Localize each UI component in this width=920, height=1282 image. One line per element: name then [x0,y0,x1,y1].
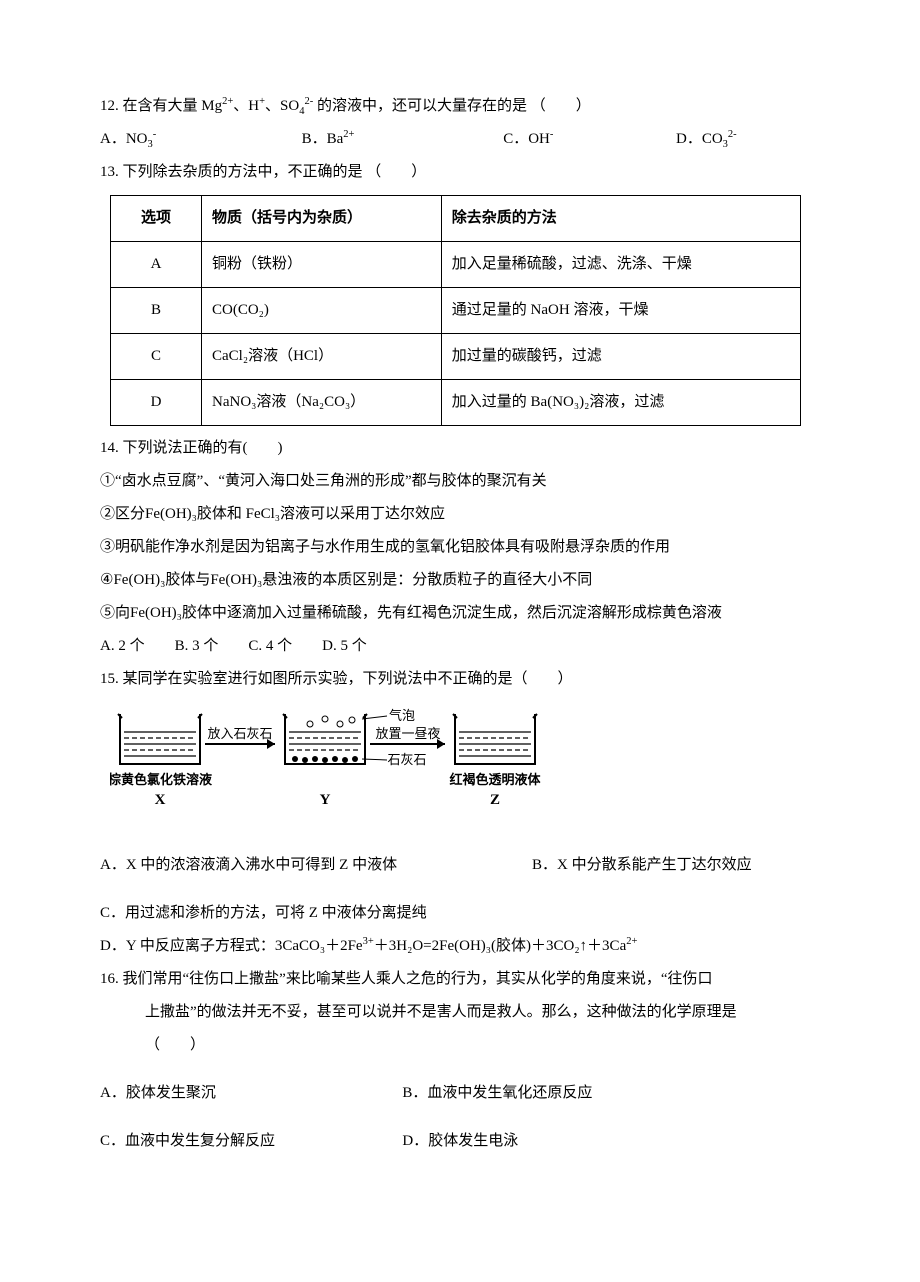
table-header-row: 选项 物质（括号内为杂质） 除去杂质的方法 [111,196,801,242]
beaker-y [283,714,367,764]
q14-stem: 14. 下列说法正确的有( ) [100,432,820,465]
q16-row-ab: A．胶体发生聚沉 B．血液中发生氧化还原反应 [100,1077,820,1110]
q15-opt-d: D．Y 中反应离子方程式：3CaCO₃＋2Fe3+＋3H₂O=2Fe(OH)₃(… [100,930,820,963]
arrow-2: 放置一昼夜 [370,726,445,749]
q13-table: 选项 物质（括号内为杂质） 除去杂质的方法 A 铜粉（铁粉） 加入足量稀硫酸，过… [110,195,801,426]
th-substance: 物质（括号内为杂质） [202,196,442,242]
q12-stem: 12. 在含有大量 Mg2+、H+、SO42- 的溶液中，还可以大量存在的是 （… [100,90,820,123]
q15-opt-c: C．用过滤和渗析的方法，可将 Z 中液体分离提纯 [100,897,820,930]
q15-diagram: 放入石灰石 气泡 石灰 [110,704,820,834]
q14-opt-c: C. 4 个 [248,630,292,663]
svg-text:红褐色透明液体: 红褐色透明液体 [449,772,541,787]
table-row: A 铜粉（铁粉） 加入足量稀硫酸，过滤、洗涤、干燥 [111,242,801,288]
q16-stem-l3: （ ） [100,1029,820,1062]
q12-opt-b: B．Ba2+ [302,123,504,156]
q15-row-ab: A．X 中的浓溶液滴入沸水中可得到 Z 中液体 B．X 中分散系能产生丁达尔效应 [100,849,820,882]
q14-opt-d: D. 5 个 [322,630,367,663]
q14-s5: ⑤向Fe(OH)₃胶体中逐滴加入过量稀硫酸，先有红褐色沉淀生成，然后沉淀溶解形成… [100,597,820,630]
q12-opt-d: D．CO32- [676,123,820,156]
q12-opt-a: A．NO3- [100,123,302,156]
q16-opt-b: B．血液中发生氧化还原反应 [402,1077,820,1110]
q14-options: A. 2 个 B. 3 个 C. 4 个 D. 5 个 [100,630,820,663]
table-row: C CaCl₂溶液（HCl） 加过量的碳酸钙，过滤 [111,334,801,380]
svg-text:Y: Y [320,792,331,808]
svg-text:Z: Z [490,792,500,808]
q12-options: A．NO3- B．Ba2+ C．OH- D．CO32- [100,123,820,156]
table-row: D NaNO₃溶液（Na₂CO₃） 加入过量的 Ba(NO₃)₂溶液，过滤 [111,380,801,426]
q14-s3: ③明矾能作净水剂是因为铝离子与水作用生成的氢氧化铝胶体具有吸附悬浮杂质的作用 [100,531,820,564]
beaker-z [453,714,537,764]
q16-stem-l1: 16. 我们常用“往伤口上撒盐”来比喻某些人乘人之危的行为，其实从化学的角度来说… [100,963,820,996]
svg-text:放置一昼夜: 放置一昼夜 [375,726,440,741]
q15-opt-b: B．X 中分散系能产生丁达尔效应 [532,849,820,882]
q16-opt-d: D．胶体发生电泳 [402,1125,820,1158]
q14-s2: ②区分Fe(OH)₃胶体和 FeCl₃溶液可以采用丁达尔效应 [100,498,820,531]
q14-opt-b: B. 3 个 [175,630,219,663]
arrow-1: 放入石灰石 [205,726,275,749]
q15-stem: 15. 某同学在实验室进行如图所示实验，下列说法中不正确的是（ ） [100,663,820,696]
th-method: 除去杂质的方法 [441,196,800,242]
svg-text:X: X [155,792,166,808]
q16-row-cd: C．血液中发生复分解反应 D．胶体发生电泳 [100,1125,820,1158]
svg-text:棕黄色氯化铁溶液: 棕黄色氯化铁溶液 [110,772,212,787]
q12-opt-c: C．OH- [503,123,676,156]
svg-text:石灰石: 石灰石 [387,752,426,767]
q16-stem-l2: 上撒盐”的做法并无不妥，甚至可以说并不是害人而是救人。那么，这种做法的化学原理是 [100,996,820,1029]
q16-opt-a: A．胶体发生聚沉 [100,1077,402,1110]
beaker-diagram-svg: 放入石灰石 气泡 石灰 [110,704,590,834]
beaker-x [118,714,202,764]
q16-opt-c: C．血液中发生复分解反应 [100,1125,402,1158]
q13-stem: 13. 下列除去杂质的方法中，不正确的是 （ ） [100,156,820,189]
q15-opt-a: A．X 中的浓溶液滴入沸水中可得到 Z 中液体 [100,849,532,882]
q14-opt-a: A. 2 个 [100,630,145,663]
q14-s1: ①“卤水点豆腐”、“黄河入海口处三角洲的形成”都与胶体的聚沉有关 [100,465,820,498]
th-option: 选项 [111,196,202,242]
q14-s4: ④Fe(OH)₃胶体与Fe(OH)₃悬浊液的本质区别是：分散质粒子的直径大小不同 [100,564,820,597]
table-row: B CO(CO₂) 通过足量的 NaOH 溶液，干燥 [111,288,801,334]
svg-text:放入石灰石: 放入石灰石 [207,726,272,741]
svg-text:气泡: 气泡 [389,708,415,723]
